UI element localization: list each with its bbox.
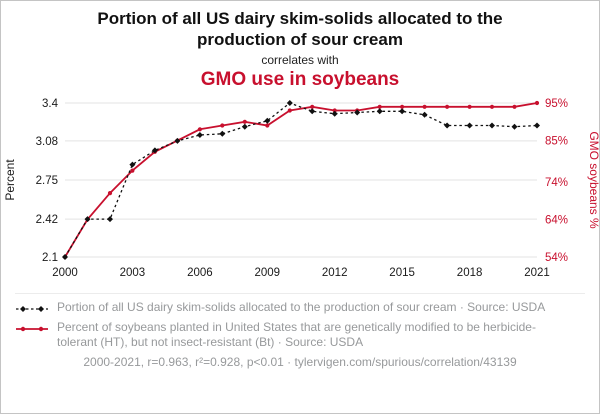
series-sour-cream bbox=[62, 100, 540, 261]
svg-text:2003: 2003 bbox=[120, 267, 146, 279]
svg-text:95%: 95% bbox=[545, 98, 568, 110]
right-axis-tick-labels: 54% 64% 74% 85% 95% bbox=[545, 98, 568, 264]
series-gmo-soybeans bbox=[62, 101, 540, 260]
title-block: Portion of all US dairy skim-solids allo… bbox=[1, 1, 599, 91]
footer-stats: 2000-2021, r=0.963, r²=0.928, p<0.01 · t… bbox=[83, 354, 517, 369]
svg-text:54%: 54% bbox=[545, 252, 568, 264]
legend-item-sour-cream: Portion of all US dairy skim-solids allo… bbox=[15, 300, 585, 315]
svg-text:3.08: 3.08 bbox=[36, 136, 58, 148]
svg-text:2018: 2018 bbox=[457, 267, 483, 279]
svg-text:3.4: 3.4 bbox=[42, 98, 59, 110]
legend-item-gmo-soybeans: Percent of soybeans planted in United St… bbox=[15, 320, 585, 351]
svg-text:2012: 2012 bbox=[322, 267, 348, 279]
svg-text:2.42: 2.42 bbox=[36, 215, 58, 227]
svg-text:2000: 2000 bbox=[52, 267, 78, 279]
correlation-line-chart: 2.12.422.753.083.4 54%64%74%85%95% 2000 2… bbox=[3, 98, 600, 279]
svg-text:2006: 2006 bbox=[187, 267, 213, 279]
legend: Portion of all US dairy skim-solids allo… bbox=[15, 293, 585, 350]
svg-text:2015: 2015 bbox=[389, 267, 415, 279]
svg-text:85%: 85% bbox=[545, 136, 568, 148]
black-dashed-line-icon bbox=[16, 306, 48, 313]
svg-text:2.75: 2.75 bbox=[36, 175, 58, 187]
svg-text:2.1: 2.1 bbox=[42, 252, 58, 264]
secondary-title: GMO use in soybeans bbox=[200, 69, 400, 91]
left-axis-tick-labels: 2.1 2.42 2.75 3.08 3.4 bbox=[36, 98, 59, 264]
gridlines bbox=[65, 102, 537, 258]
x-axis-tick-labels: 2000 2003 2006 2009 2012 2015 2018 2021 bbox=[52, 267, 550, 279]
left-axis-title: Percent bbox=[3, 159, 17, 201]
svg-text:2021: 2021 bbox=[524, 267, 550, 279]
svg-text:64%: 64% bbox=[545, 215, 568, 227]
svg-text:74%: 74% bbox=[545, 177, 568, 189]
page-title: Portion of all US dairy skim-solids allo… bbox=[97, 9, 503, 49]
svg-text:2009: 2009 bbox=[255, 267, 281, 279]
legend-label-gmo-soybeans: Percent of soybeans planted in United St… bbox=[57, 319, 536, 350]
red-line-icon bbox=[16, 326, 48, 332]
correlates-label: correlates with bbox=[261, 53, 339, 68]
legend-label-sour-cream: Portion of all US dairy skim-solids allo… bbox=[57, 300, 546, 315]
right-axis-title: GMO soybeans % bbox=[587, 132, 600, 230]
